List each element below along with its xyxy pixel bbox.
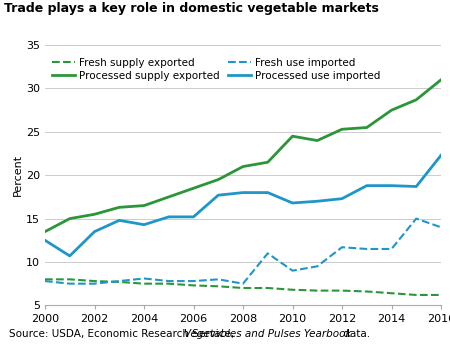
Processed supply exported <box>240 164 246 169</box>
Processed use imported <box>315 199 320 203</box>
Fresh supply exported <box>216 284 221 288</box>
Fresh use imported <box>315 264 320 269</box>
Processed supply exported <box>315 138 320 143</box>
Processed supply exported <box>438 78 444 82</box>
Processed supply exported <box>92 212 97 217</box>
Processed use imported <box>339 196 345 201</box>
Fresh use imported <box>166 279 171 283</box>
Processed use imported <box>216 193 221 197</box>
Processed use imported <box>389 184 394 188</box>
Fresh use imported <box>117 279 122 283</box>
Fresh use imported <box>339 245 345 249</box>
Processed supply exported <box>141 203 147 208</box>
Processed supply exported <box>166 195 171 199</box>
Fresh use imported <box>438 225 444 229</box>
Processed supply exported <box>389 108 394 112</box>
Fresh use imported <box>67 282 72 286</box>
Fresh use imported <box>389 247 394 251</box>
Line: Processed use imported: Processed use imported <box>45 155 441 256</box>
Fresh supply exported <box>290 288 295 292</box>
Fresh supply exported <box>389 291 394 295</box>
Fresh supply exported <box>141 282 147 286</box>
Processed supply exported <box>42 230 48 234</box>
Processed use imported <box>67 254 72 258</box>
Processed supply exported <box>67 217 72 221</box>
Text: Source: USDA, Economic Research Service,: Source: USDA, Economic Research Service, <box>9 329 238 339</box>
Processed use imported <box>166 215 171 219</box>
Fresh supply exported <box>414 293 419 297</box>
Processed use imported <box>438 153 444 157</box>
Fresh supply exported <box>67 277 72 281</box>
Y-axis label: Percent: Percent <box>13 154 23 196</box>
Processed use imported <box>290 201 295 205</box>
Processed supply exported <box>364 125 369 129</box>
Processed use imported <box>364 184 369 188</box>
Fresh use imported <box>240 282 246 286</box>
Fresh supply exported <box>166 282 171 286</box>
Processed use imported <box>265 191 270 195</box>
Processed supply exported <box>216 178 221 182</box>
Fresh use imported <box>364 247 369 251</box>
Fresh supply exported <box>265 286 270 290</box>
Processed use imported <box>92 230 97 234</box>
Processed use imported <box>42 238 48 242</box>
Fresh supply exported <box>339 289 345 293</box>
Fresh use imported <box>141 276 147 280</box>
Fresh use imported <box>42 279 48 283</box>
Fresh use imported <box>216 277 221 281</box>
Line: Fresh supply exported: Fresh supply exported <box>45 279 441 295</box>
Fresh supply exported <box>438 293 444 297</box>
Fresh supply exported <box>191 283 196 287</box>
Processed supply exported <box>265 160 270 164</box>
Fresh use imported <box>92 282 97 286</box>
Text: data.: data. <box>340 329 370 339</box>
Processed use imported <box>117 218 122 222</box>
Processed use imported <box>414 185 419 189</box>
Fresh supply exported <box>92 279 97 283</box>
Processed use imported <box>141 223 147 227</box>
Fresh supply exported <box>315 289 320 293</box>
Fresh use imported <box>265 251 270 255</box>
Legend: Fresh supply exported, Processed supply exported, Fresh use imported, Processed : Fresh supply exported, Processed supply … <box>50 56 383 83</box>
Fresh use imported <box>290 269 295 273</box>
Processed supply exported <box>290 134 295 138</box>
Fresh supply exported <box>240 286 246 290</box>
Processed supply exported <box>191 186 196 190</box>
Text: Trade plays a key role in domestic vegetable markets: Trade plays a key role in domestic veget… <box>4 2 379 15</box>
Fresh supply exported <box>42 277 48 281</box>
Processed supply exported <box>117 205 122 209</box>
Processed use imported <box>191 215 196 219</box>
Processed supply exported <box>339 127 345 132</box>
Fresh use imported <box>414 217 419 221</box>
Processed supply exported <box>414 98 419 102</box>
Line: Fresh use imported: Fresh use imported <box>45 219 441 284</box>
Fresh supply exported <box>364 289 369 294</box>
Text: Vegetables and Pulses Yearbook: Vegetables and Pulses Yearbook <box>184 329 351 339</box>
Line: Processed supply exported: Processed supply exported <box>45 80 441 232</box>
Processed use imported <box>240 191 246 195</box>
Fresh use imported <box>191 279 196 283</box>
Fresh supply exported <box>117 280 122 284</box>
